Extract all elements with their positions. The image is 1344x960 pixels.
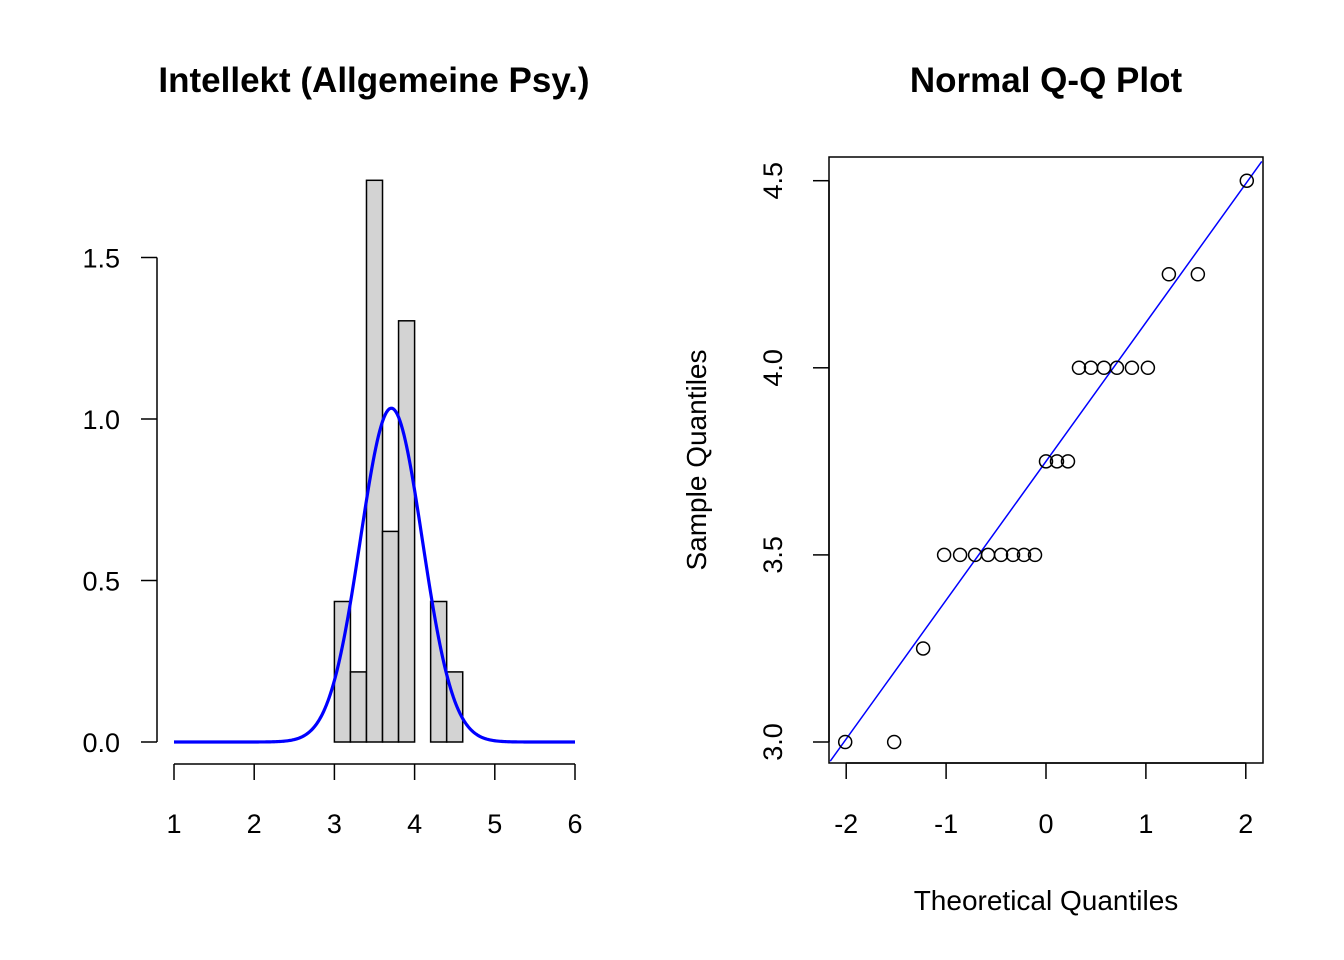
- qq-point: [936, 547, 952, 563]
- histogram-x-tick-label: 3: [327, 809, 342, 839]
- density-curve: [174, 406, 575, 744]
- histogram-x-tick-label: 6: [567, 809, 582, 839]
- qq-point: [1027, 547, 1043, 563]
- histogram-x-tick-label: 5: [487, 809, 502, 839]
- qq-point: [1124, 360, 1140, 376]
- histogram-y-tick-label: 1.5: [82, 244, 120, 274]
- qq-point: [915, 641, 931, 656]
- histogram-bar: [429, 600, 448, 743]
- histogram-title: Intellekt (Allgemeine Psy.): [158, 61, 589, 100]
- histogram-x-tick-label: 1: [166, 809, 181, 839]
- histogram-y-tick-label: 0.5: [82, 567, 120, 597]
- qq-point: [1109, 360, 1125, 376]
- qq-y-tick-label: 3.0: [758, 723, 788, 761]
- qq-x-tick-label: -2: [834, 809, 858, 839]
- qq-point: [1049, 454, 1065, 469]
- qq-point: [1190, 267, 1206, 282]
- qq-point: [952, 547, 968, 563]
- histogram-panel: Intellekt (Allgemeine Psy.) 1 2 3 4 5 6 0.0 0.5…: [82, 61, 589, 839]
- qq-plot-title: Normal Q-Q Plot: [910, 61, 1183, 100]
- qq-point: [1161, 267, 1177, 282]
- qq-plot-panel: Normal Q-Q Plot Theoretical Quantiles Sa…: [681, 61, 1264, 916]
- qq-point: [1016, 547, 1032, 563]
- qq-x-tick-label: 2: [1238, 809, 1253, 839]
- histogram-x-tick-label: 4: [407, 809, 422, 839]
- qq-point: [1239, 173, 1255, 188]
- qq-reference-line: [829, 161, 1263, 762]
- qq-x-tick-label: 1: [1138, 809, 1153, 839]
- qq-point: [1005, 547, 1021, 563]
- qq-point: [1060, 454, 1076, 469]
- qq-y-tick-label: 4.5: [758, 162, 788, 200]
- histogram-y-tick-label: 1.0: [82, 405, 120, 435]
- histogram-bar: [349, 671, 368, 743]
- qq-point: [886, 734, 902, 750]
- histogram-bar: [397, 320, 416, 743]
- qq-point: [837, 734, 853, 750]
- qq-y-tick-label: 4.0: [758, 349, 788, 387]
- qq-x-axis-label: Theoretical Quantiles: [914, 885, 1179, 916]
- histogram-bar: [381, 530, 400, 743]
- qq-point: [1140, 360, 1156, 376]
- qq-x-tick-label: -1: [934, 809, 958, 839]
- qq-y-tick-label: 3.5: [758, 536, 788, 574]
- qq-x-tick-label: 0: [1038, 809, 1053, 839]
- qq-point: [1083, 360, 1099, 376]
- qq-point: [1071, 360, 1087, 376]
- qq-point: [993, 547, 1009, 563]
- qq-point: [1096, 360, 1112, 376]
- qq-y-axis-label: Sample Quantiles: [681, 349, 712, 570]
- histogram-x-tick-label: 2: [247, 809, 262, 839]
- qq-point: [1038, 454, 1054, 469]
- histogram-y-tick-label: 0.0: [82, 728, 120, 758]
- qq-point: [980, 547, 996, 563]
